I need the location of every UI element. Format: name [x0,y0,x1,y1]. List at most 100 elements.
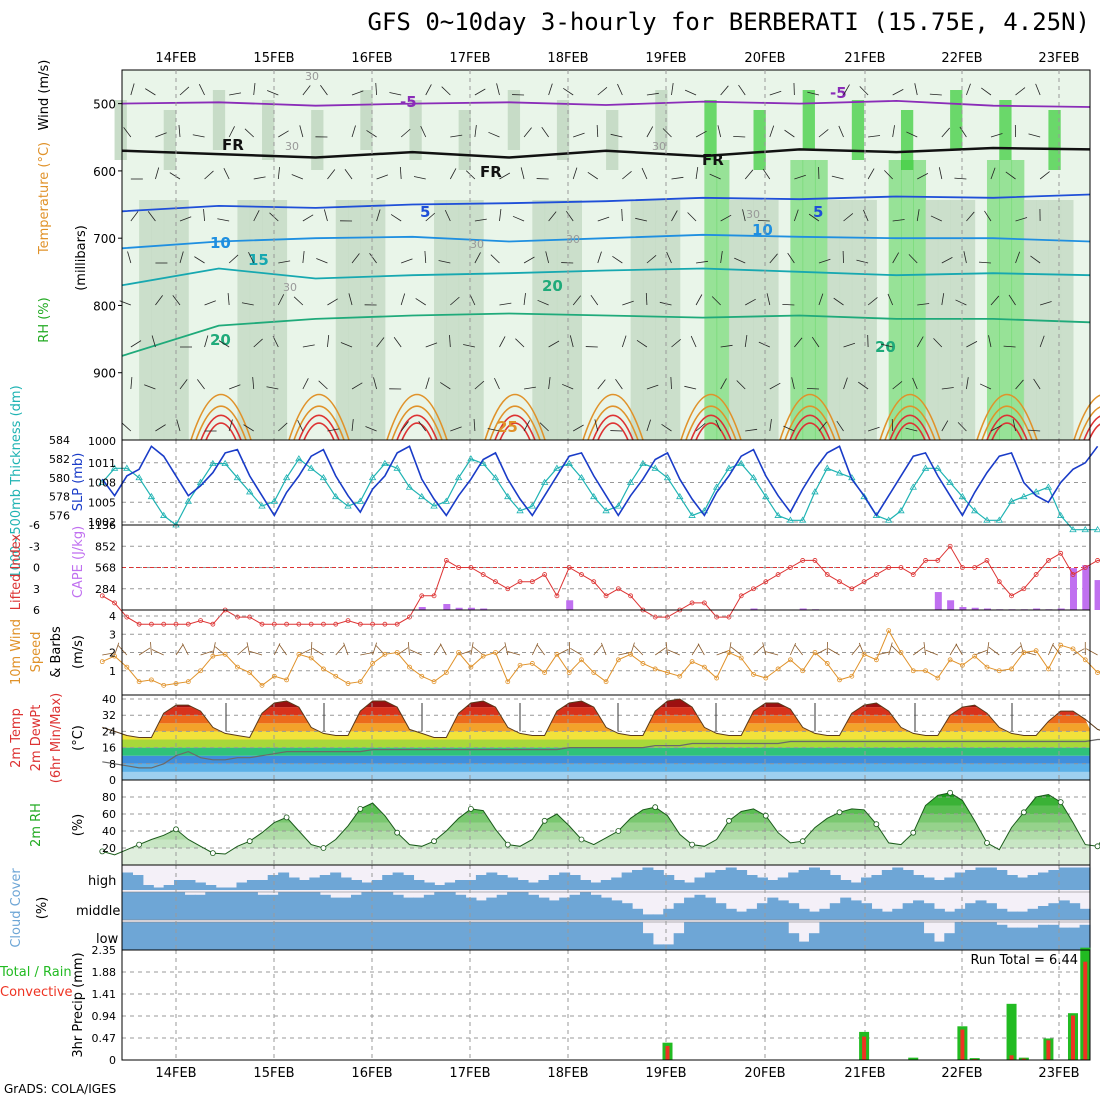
cloud-cell [996,908,1008,920]
rh-point [652,804,659,811]
wind-barb [496,83,500,96]
cloud-cell [559,922,571,950]
thickness-point [700,507,709,514]
wind-barb [197,379,205,390]
cloud-cell [954,908,966,920]
wind-barb [127,251,132,264]
rh-point [984,840,990,846]
thickness-point [246,488,254,495]
rh-cell [470,200,484,440]
wind-barb [671,83,674,96]
cloud-cell [1048,870,1060,890]
cloud-cell [413,897,425,920]
cloud-cell [725,908,737,920]
wind-barb [563,87,574,96]
cloud-cell [715,903,727,920]
lifted-index-point [775,572,781,577]
cloud-cell [923,903,935,920]
date-tick-label: 17FEB [449,51,490,66]
lifted-index-point [898,565,904,570]
rh-tick-label: 60 [102,808,116,821]
wind-speed-point [787,657,793,663]
rh-point [173,826,179,833]
date-tick-label: 16FEB [351,1066,392,1081]
wind-barb [793,209,799,222]
wind-barb [769,90,782,96]
isotherm-line [121,233,1091,250]
cloud-cell [507,922,519,950]
cloud-cell [642,933,654,950]
wind-barb [941,127,950,138]
wind-barb [745,298,756,306]
wind-barb [523,420,531,432]
wind-barb [794,337,803,348]
cloud-cell [132,922,144,950]
warm-contour [879,393,941,441]
wind-barb [512,215,525,222]
wind-barb [569,335,574,348]
thickness-point [1093,525,1100,533]
wind-barb [734,257,746,264]
rh-cell [606,110,619,170]
wind-barb [248,252,255,264]
wind-barb [360,652,374,656]
cloud-cell [413,922,425,950]
thickness-point [872,511,881,518]
lifted-index-point [701,600,707,606]
cloud-cell [652,870,664,890]
thickness-point [430,502,438,509]
rh-point [1057,799,1064,805]
wind-barb [888,642,893,656]
cloud-cell [246,880,258,890]
wind-speed-point [824,661,830,666]
wind-barb [941,293,945,306]
wind-barb [474,380,485,390]
wind-barb [892,252,900,264]
wind-barb [375,645,386,656]
wind-barb [769,382,781,390]
isotherm-line [121,146,1091,159]
cloud-cell [819,908,831,920]
wind-barb [1030,255,1041,264]
temp-band [122,763,1090,772]
thickness-point [970,507,979,514]
rh-cell [655,90,668,150]
cloud-cell [861,922,873,950]
wind-barb [733,135,746,138]
cloud-cell [1069,867,1081,890]
cloud-cell [423,882,435,890]
thickness-point [454,474,463,481]
wind-barb [645,292,648,306]
wind-barb [400,421,409,432]
cloud-cell [486,897,498,920]
temp-tick-label: 40 [102,693,116,706]
wind-barb [762,168,771,180]
cloud-cell [298,922,310,950]
rh-cell [372,200,386,440]
wind-barb [974,649,987,656]
pressure-tick-label: 700 [93,232,116,246]
thickness-point [184,497,192,504]
wind10-axis-label-4: (m/s) [71,635,86,669]
wind-barb [716,650,730,656]
warm-contour [484,393,546,441]
thickness-point [1020,492,1028,500]
cloud-cell [673,903,685,920]
wind-barb [758,341,770,348]
wind10-axis-label-2: Speed [29,632,44,673]
thickness-point [663,474,672,481]
wind-barb [228,419,233,432]
wind-barb [561,383,574,390]
cloud-cell [1006,875,1018,890]
cloud-cell [278,872,290,890]
precip-tick-label: 0.94 [92,1010,117,1023]
cloud-cell [913,900,925,920]
wind-barb [277,294,285,306]
cloud-cell [548,900,560,920]
wind-barb [843,213,854,222]
wind-barb [179,251,184,264]
wind-barb [1015,217,1028,222]
precip-conv-bar [1009,1055,1014,1060]
wind-barb [302,251,305,264]
rh-cell [962,200,976,440]
